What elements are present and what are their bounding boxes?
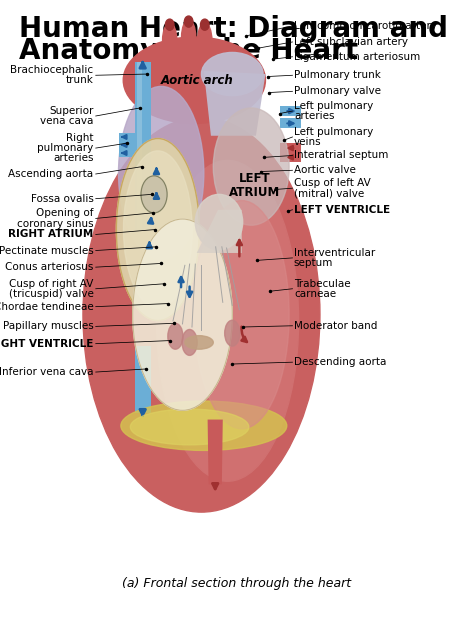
- Ellipse shape: [185, 336, 213, 349]
- Text: Descending aorta: Descending aorta: [294, 357, 386, 367]
- Ellipse shape: [201, 19, 209, 30]
- Ellipse shape: [118, 86, 204, 259]
- Polygon shape: [208, 420, 223, 484]
- Ellipse shape: [182, 329, 197, 355]
- Ellipse shape: [145, 44, 206, 118]
- Text: LEFT
ATRIUM: LEFT ATRIUM: [229, 172, 281, 199]
- Ellipse shape: [225, 320, 240, 346]
- Text: Brachiocephalic
trunk: Brachiocephalic trunk: [10, 65, 93, 86]
- Text: Interventricular
septum: Interventricular septum: [294, 247, 375, 268]
- Ellipse shape: [165, 19, 174, 30]
- Text: Interatrial septum: Interatrial septum: [294, 151, 388, 160]
- Text: Trabeculae
carneae: Trabeculae carneae: [294, 278, 350, 299]
- Ellipse shape: [182, 20, 196, 54]
- Text: RIGHT ATRIUM: RIGHT ATRIUM: [8, 230, 93, 239]
- Ellipse shape: [117, 139, 199, 321]
- Ellipse shape: [195, 194, 243, 250]
- Text: Moderator band: Moderator band: [294, 321, 377, 331]
- Text: Pulmonary trunk: Pulmonary trunk: [294, 70, 381, 80]
- Polygon shape: [204, 71, 265, 136]
- Polygon shape: [280, 152, 301, 162]
- Text: Right
pulmonary
arteries: Right pulmonary arteries: [37, 133, 93, 164]
- Text: Left pulmonary
veins: Left pulmonary veins: [294, 126, 373, 147]
- Polygon shape: [118, 133, 137, 141]
- Text: Left subclavian artery: Left subclavian artery: [294, 37, 408, 47]
- Text: Cusp of left AV
(mitral) valve: Cusp of left AV (mitral) valve: [294, 178, 371, 199]
- Ellipse shape: [121, 401, 287, 450]
- Ellipse shape: [184, 16, 193, 27]
- Polygon shape: [118, 149, 137, 157]
- Polygon shape: [118, 141, 137, 149]
- Text: (a) Frontal section through the heart: (a) Frontal section through the heart: [122, 576, 352, 590]
- Text: Left common carotid artery: Left common carotid artery: [294, 21, 437, 31]
- Polygon shape: [135, 62, 151, 231]
- Text: Papillary muscles: Papillary muscles: [3, 321, 93, 331]
- Polygon shape: [280, 106, 301, 116]
- Polygon shape: [135, 346, 151, 413]
- Text: Superior
vena cava: Superior vena cava: [40, 106, 93, 126]
- Text: Aortic arch: Aortic arch: [160, 73, 233, 87]
- Text: Anatomy of the Heart: Anatomy of the Heart: [19, 37, 358, 65]
- Ellipse shape: [133, 219, 232, 410]
- Text: Aortic valve: Aortic valve: [294, 165, 356, 175]
- Text: Pulmonary valve: Pulmonary valve: [294, 86, 381, 96]
- Ellipse shape: [194, 201, 289, 429]
- Ellipse shape: [213, 108, 289, 225]
- Text: Fossa ovalis: Fossa ovalis: [30, 194, 93, 204]
- Text: Chordae tendineae: Chordae tendineae: [0, 302, 93, 312]
- Ellipse shape: [201, 52, 263, 96]
- Polygon shape: [280, 143, 301, 153]
- Text: Opening of
coronary sinus: Opening of coronary sinus: [17, 208, 93, 229]
- Text: Left pulmonary
arteries: Left pulmonary arteries: [294, 101, 373, 122]
- Text: Cusp of right AV
(tricuspid) valve: Cusp of right AV (tricuspid) valve: [9, 278, 93, 299]
- Polygon shape: [137, 62, 142, 231]
- Text: Conus arteriosus: Conus arteriosus: [5, 262, 93, 272]
- Ellipse shape: [168, 323, 183, 349]
- Ellipse shape: [198, 23, 212, 57]
- Ellipse shape: [130, 409, 249, 445]
- Text: Pectinate muscles: Pectinate muscles: [0, 246, 93, 255]
- Text: Human Heart: Diagram and: Human Heart: Diagram and: [19, 15, 448, 43]
- Ellipse shape: [123, 151, 192, 308]
- Ellipse shape: [156, 160, 299, 481]
- Polygon shape: [197, 210, 242, 253]
- Text: Ascending aorta: Ascending aorta: [8, 169, 93, 179]
- Text: RIGHT VENTRICLE: RIGHT VENTRICLE: [0, 339, 93, 349]
- Text: Ligamentum arteriosum: Ligamentum arteriosum: [294, 52, 420, 62]
- Text: LEFT VENTRICLE: LEFT VENTRICLE: [294, 205, 390, 215]
- Ellipse shape: [163, 23, 177, 57]
- Ellipse shape: [141, 176, 167, 213]
- Ellipse shape: [123, 37, 265, 123]
- Polygon shape: [280, 118, 301, 128]
- Text: Inferior vena cava: Inferior vena cava: [0, 367, 93, 377]
- Ellipse shape: [83, 117, 320, 512]
